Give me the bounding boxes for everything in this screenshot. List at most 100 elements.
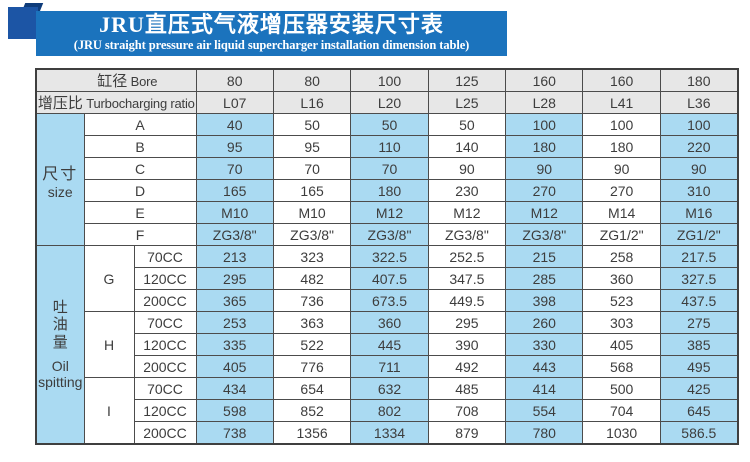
- size-row: B 95 95 110 140 180 180 220: [36, 135, 739, 158]
- data-cell: 1356: [272, 421, 352, 445]
- size-label-zh: 尺寸: [42, 165, 79, 183]
- data-cell: 407.5: [350, 267, 429, 290]
- size-row: E M10 M10 M12 M12 M12 M14 M16: [36, 201, 739, 224]
- oil-row: I 70CC 434 654 632 485 414 500 425: [36, 377, 739, 445]
- data-cell: 252.5: [427, 245, 507, 268]
- data-cell: M12: [427, 201, 507, 224]
- data-cell: 443: [505, 355, 584, 378]
- oil-row: 120CC 295 482 407.5 347.5 285 360 327.5: [36, 267, 739, 290]
- data-cell: 738: [195, 421, 274, 445]
- data-cell: 704: [582, 399, 661, 422]
- size-row-label: A: [83, 113, 197, 136]
- data-cell: 180: [582, 135, 661, 158]
- size-label-en: size: [47, 183, 73, 200]
- data-cell: 275: [659, 311, 739, 334]
- dimension-table: 缸径 Bore 80 80 100 125 160 160 180 增压比 Turbocharg…: [35, 68, 739, 445]
- size-row-label: F: [83, 223, 197, 246]
- oil-row: H 70CC 253 363 360 295 260 303 275: [36, 311, 739, 378]
- header-label-zh: 增压比: [37, 95, 83, 112]
- data-cell: 434: [195, 377, 274, 400]
- header-value-cell: L16: [272, 91, 352, 114]
- data-cell: 270: [582, 179, 661, 202]
- data-cell: 322.5: [350, 245, 429, 268]
- data-cell: 253: [195, 311, 274, 334]
- oil-label-en-line1: Oil: [51, 357, 69, 374]
- header-label-zh: 缸径: [97, 73, 128, 90]
- data-cell: M16: [659, 201, 739, 224]
- header-label-en: Turbocharging ratio: [82, 96, 195, 111]
- data-cell: 213: [195, 245, 274, 268]
- oil-volume-label: 120CC: [133, 333, 197, 356]
- data-cell: 230: [427, 179, 507, 202]
- page-subtitle: (JRU straight pressure air liquid superc…: [73, 37, 470, 52]
- oil-row: 200CC 405 776 711 492 443 568 495: [36, 355, 739, 378]
- oil-volume-label: 70CC: [133, 245, 197, 268]
- data-cell: 330: [505, 333, 584, 356]
- size-row-label: B: [83, 135, 197, 158]
- data-cell: 708: [427, 399, 507, 422]
- data-cell: M10: [272, 201, 352, 224]
- data-cell: 414: [505, 377, 584, 400]
- data-cell: 437.5: [659, 289, 739, 312]
- size-row: F ZG3/8" ZG3/8" ZG3/8" ZG3/8" ZG3/8" ZG1/2" ZG1…: [36, 223, 739, 246]
- data-cell: 1334: [350, 421, 429, 445]
- oil-volume-label: 200CC: [133, 421, 197, 445]
- data-cell: 711: [350, 355, 429, 378]
- data-cell: 335: [195, 333, 274, 356]
- data-cell: 215: [505, 245, 584, 268]
- data-cell: ZG3/8": [350, 223, 429, 246]
- header-label-en: Bore: [127, 74, 158, 89]
- data-cell: M10: [195, 201, 274, 224]
- size-row-label: E: [83, 201, 197, 224]
- data-cell: 736: [272, 289, 352, 312]
- data-cell: 654: [272, 377, 352, 400]
- oil-group-label: G: [83, 245, 135, 312]
- oil-label-zh-char: 量: [52, 333, 68, 351]
- data-cell: 70: [350, 157, 429, 180]
- oil-volume-label: 200CC: [133, 355, 197, 378]
- header-value-cell: 180: [659, 68, 739, 92]
- data-cell: 50: [350, 113, 429, 136]
- size-section-label: 尺寸 size: [35, 113, 85, 246]
- page-title: JRU直压式气液增压器安装尺寸表: [99, 12, 444, 37]
- data-cell: 879: [427, 421, 507, 445]
- data-cell: 310: [659, 179, 739, 202]
- header-label-cell: 增压比 Turbocharging ratio: [35, 91, 197, 114]
- data-cell: 360: [350, 311, 429, 334]
- data-cell: 40: [195, 113, 274, 136]
- oil-row: 120CC 335 522 445 390 330 405 385: [36, 333, 739, 356]
- data-cell: 180: [350, 179, 429, 202]
- data-cell: 347.5: [427, 267, 507, 290]
- data-cell: 90: [659, 157, 739, 180]
- data-cell: 95: [195, 135, 274, 158]
- data-cell: ZG1/2": [582, 223, 661, 246]
- data-cell: 270: [505, 179, 584, 202]
- data-cell: 398: [505, 289, 584, 312]
- data-cell: 285: [505, 267, 584, 290]
- oil-row: 200CC 738 1356 1334 879 780 1030 586.5: [36, 421, 739, 445]
- data-cell: 673.5: [350, 289, 429, 312]
- header-value-cell: L28: [505, 91, 584, 114]
- data-cell: 90: [505, 157, 584, 180]
- data-cell: 449.5: [427, 289, 507, 312]
- data-cell: 365: [195, 289, 274, 312]
- oil-label-zh-char: 吐: [52, 299, 68, 317]
- oil-volume-label: 120CC: [133, 267, 197, 290]
- data-cell: 323: [272, 245, 352, 268]
- data-cell: 1030: [582, 421, 661, 445]
- header-value-cell: 80: [195, 68, 274, 92]
- size-row: C 70 70 70 90 90 90 90: [36, 157, 739, 180]
- oil-volume-label: 70CC: [133, 377, 197, 400]
- data-cell: 360: [582, 267, 661, 290]
- decor-cube-icon: [8, 7, 38, 39]
- size-row-label: D: [83, 179, 197, 202]
- oil-label-en-line2: spitting: [38, 373, 83, 390]
- data-cell: 390: [427, 333, 507, 356]
- data-cell: 217.5: [659, 245, 739, 268]
- data-cell: 100: [659, 113, 739, 136]
- data-cell: 165: [272, 179, 352, 202]
- header-value-cell: 160: [505, 68, 584, 92]
- data-cell: 554: [505, 399, 584, 422]
- size-row: 尺寸 size A 40 50 50 50 100 100 100: [35, 113, 739, 246]
- header-value-cell: L25: [427, 91, 507, 114]
